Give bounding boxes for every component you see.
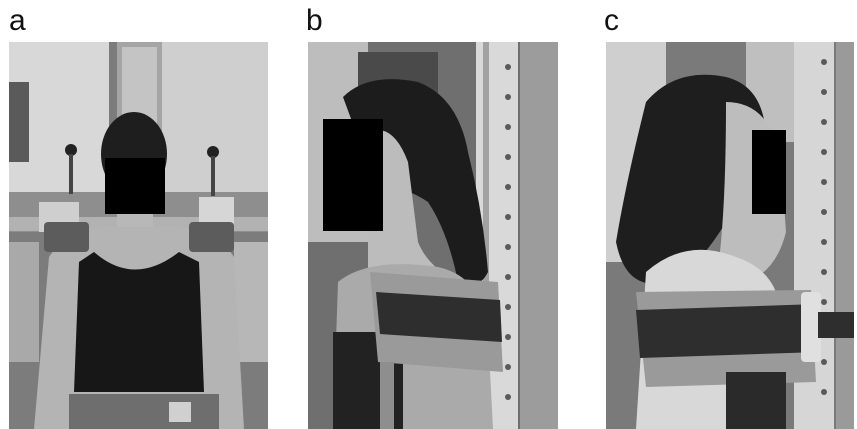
photo-side-view-left	[308, 42, 558, 429]
panel-label-b: b	[306, 4, 323, 37]
photo-side-view-right-image	[606, 42, 854, 429]
photo-front-view-image	[9, 42, 268, 429]
photo-side-view-right	[606, 42, 854, 429]
photo-side-view-left-image	[308, 42, 558, 429]
face-redaction-block	[752, 130, 786, 214]
panel-label-a: a	[9, 4, 26, 37]
panel-label-c: c	[604, 4, 619, 37]
face-redaction-block	[105, 158, 165, 214]
face-redaction-block	[323, 119, 383, 231]
photo-front-view	[9, 42, 268, 429]
